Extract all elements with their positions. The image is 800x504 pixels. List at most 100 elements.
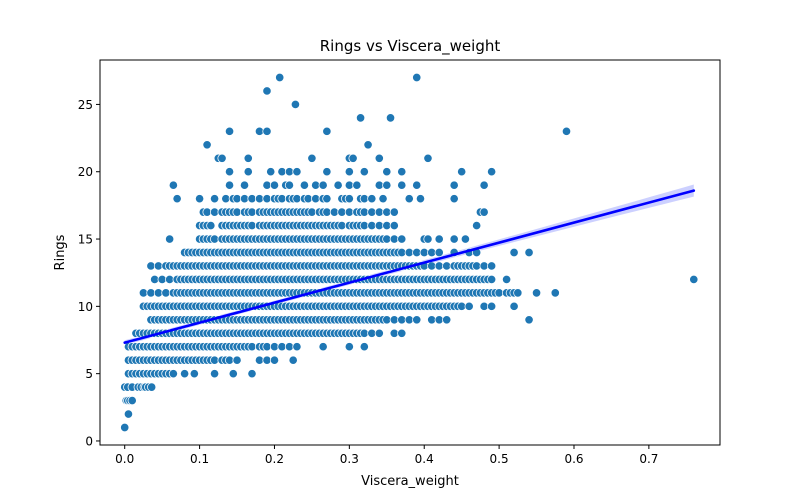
data-point	[147, 382, 157, 392]
data-point	[531, 288, 542, 298]
data-point	[412, 315, 422, 325]
y-axis-ticks: 0 5 10 15 20 25	[78, 98, 100, 448]
data-point	[344, 342, 354, 352]
data-point	[449, 180, 459, 190]
data-point	[262, 86, 272, 96]
data-point	[232, 355, 242, 365]
data-point	[168, 180, 178, 190]
regression-line	[123, 189, 696, 344]
data-point	[269, 355, 280, 365]
data-point	[243, 167, 253, 177]
data-point	[378, 194, 388, 204]
x-tick-label: 0.2	[265, 452, 284, 466]
data-point	[224, 167, 235, 177]
data-point	[404, 194, 414, 204]
x-tick-label: 0.5	[490, 452, 509, 466]
data-point	[415, 194, 426, 204]
data-point	[224, 180, 235, 190]
data-point	[487, 261, 497, 271]
data-point	[479, 180, 489, 190]
data-point	[165, 234, 175, 244]
data-point	[550, 288, 560, 298]
data-point	[449, 194, 459, 204]
data-point	[524, 247, 534, 258]
data-point	[359, 167, 369, 177]
data-point	[382, 180, 392, 190]
y-tick-label: 0	[85, 434, 93, 448]
data-point	[172, 194, 182, 204]
data-point	[487, 274, 497, 284]
data-point	[180, 369, 190, 379]
data-point	[266, 167, 276, 177]
data-point	[120, 422, 130, 433]
data-point	[275, 72, 285, 83]
data-point	[385, 113, 396, 123]
data-point	[449, 234, 459, 244]
data-point	[464, 301, 474, 311]
x-tick-label: 0.0	[115, 452, 134, 466]
y-tick-label: 25	[78, 98, 93, 112]
data-point	[472, 221, 482, 231]
data-point	[359, 342, 369, 352]
data-point	[524, 315, 534, 325]
x-tick-label: 0.4	[415, 452, 434, 466]
data-point	[356, 113, 366, 123]
data-point	[487, 167, 497, 177]
data-point	[292, 342, 302, 352]
chart-title: Rings vs Viscera_weight	[320, 37, 501, 56]
data-point	[195, 194, 205, 204]
x-axis-ticks: 0.0 0.1 0.2 0.3 0.4 0.5 0.6 0.7	[115, 445, 658, 466]
data-point	[363, 140, 373, 150]
data-point	[123, 409, 134, 419]
data-point	[322, 194, 332, 204]
data-point	[322, 126, 332, 136]
data-point	[333, 180, 343, 190]
y-tick-label: 15	[78, 233, 93, 247]
data-point	[239, 180, 250, 190]
data-point	[509, 247, 519, 258]
data-point	[397, 167, 407, 177]
x-tick-label: 0.6	[564, 452, 583, 466]
data-point	[344, 194, 354, 204]
data-point	[689, 274, 699, 284]
data-point	[348, 153, 358, 163]
data-point	[202, 140, 212, 150]
data-point	[513, 288, 523, 298]
data-point	[322, 167, 332, 177]
x-tick-label: 0.3	[340, 452, 359, 466]
data-point	[412, 180, 422, 190]
data-point	[206, 221, 216, 231]
data-point	[344, 167, 354, 177]
data-point	[389, 221, 399, 231]
data-point	[502, 274, 512, 284]
data-point	[561, 126, 572, 136]
data-point	[423, 153, 433, 163]
data-point	[307, 153, 317, 163]
data-point	[423, 234, 433, 244]
data-point	[127, 396, 137, 406]
data-point	[374, 328, 384, 338]
data-point	[209, 194, 220, 204]
data-point	[367, 194, 377, 204]
y-tick-label: 5	[85, 367, 93, 381]
data-point	[209, 369, 220, 379]
data-point	[412, 72, 422, 83]
data-point	[168, 369, 178, 379]
data-point	[318, 180, 328, 190]
data-point	[434, 247, 444, 258]
data-point	[460, 234, 470, 244]
data-point	[284, 180, 295, 190]
y-tick-label: 20	[78, 165, 93, 179]
data-point	[262, 126, 272, 136]
data-point	[269, 180, 280, 190]
data-point	[288, 355, 298, 365]
data-point	[299, 180, 309, 190]
data-point	[434, 234, 444, 244]
y-axis-label: Rings	[53, 234, 68, 270]
data-point	[479, 207, 489, 217]
data-point	[352, 180, 362, 190]
data-point	[217, 153, 227, 163]
data-point	[243, 153, 253, 163]
